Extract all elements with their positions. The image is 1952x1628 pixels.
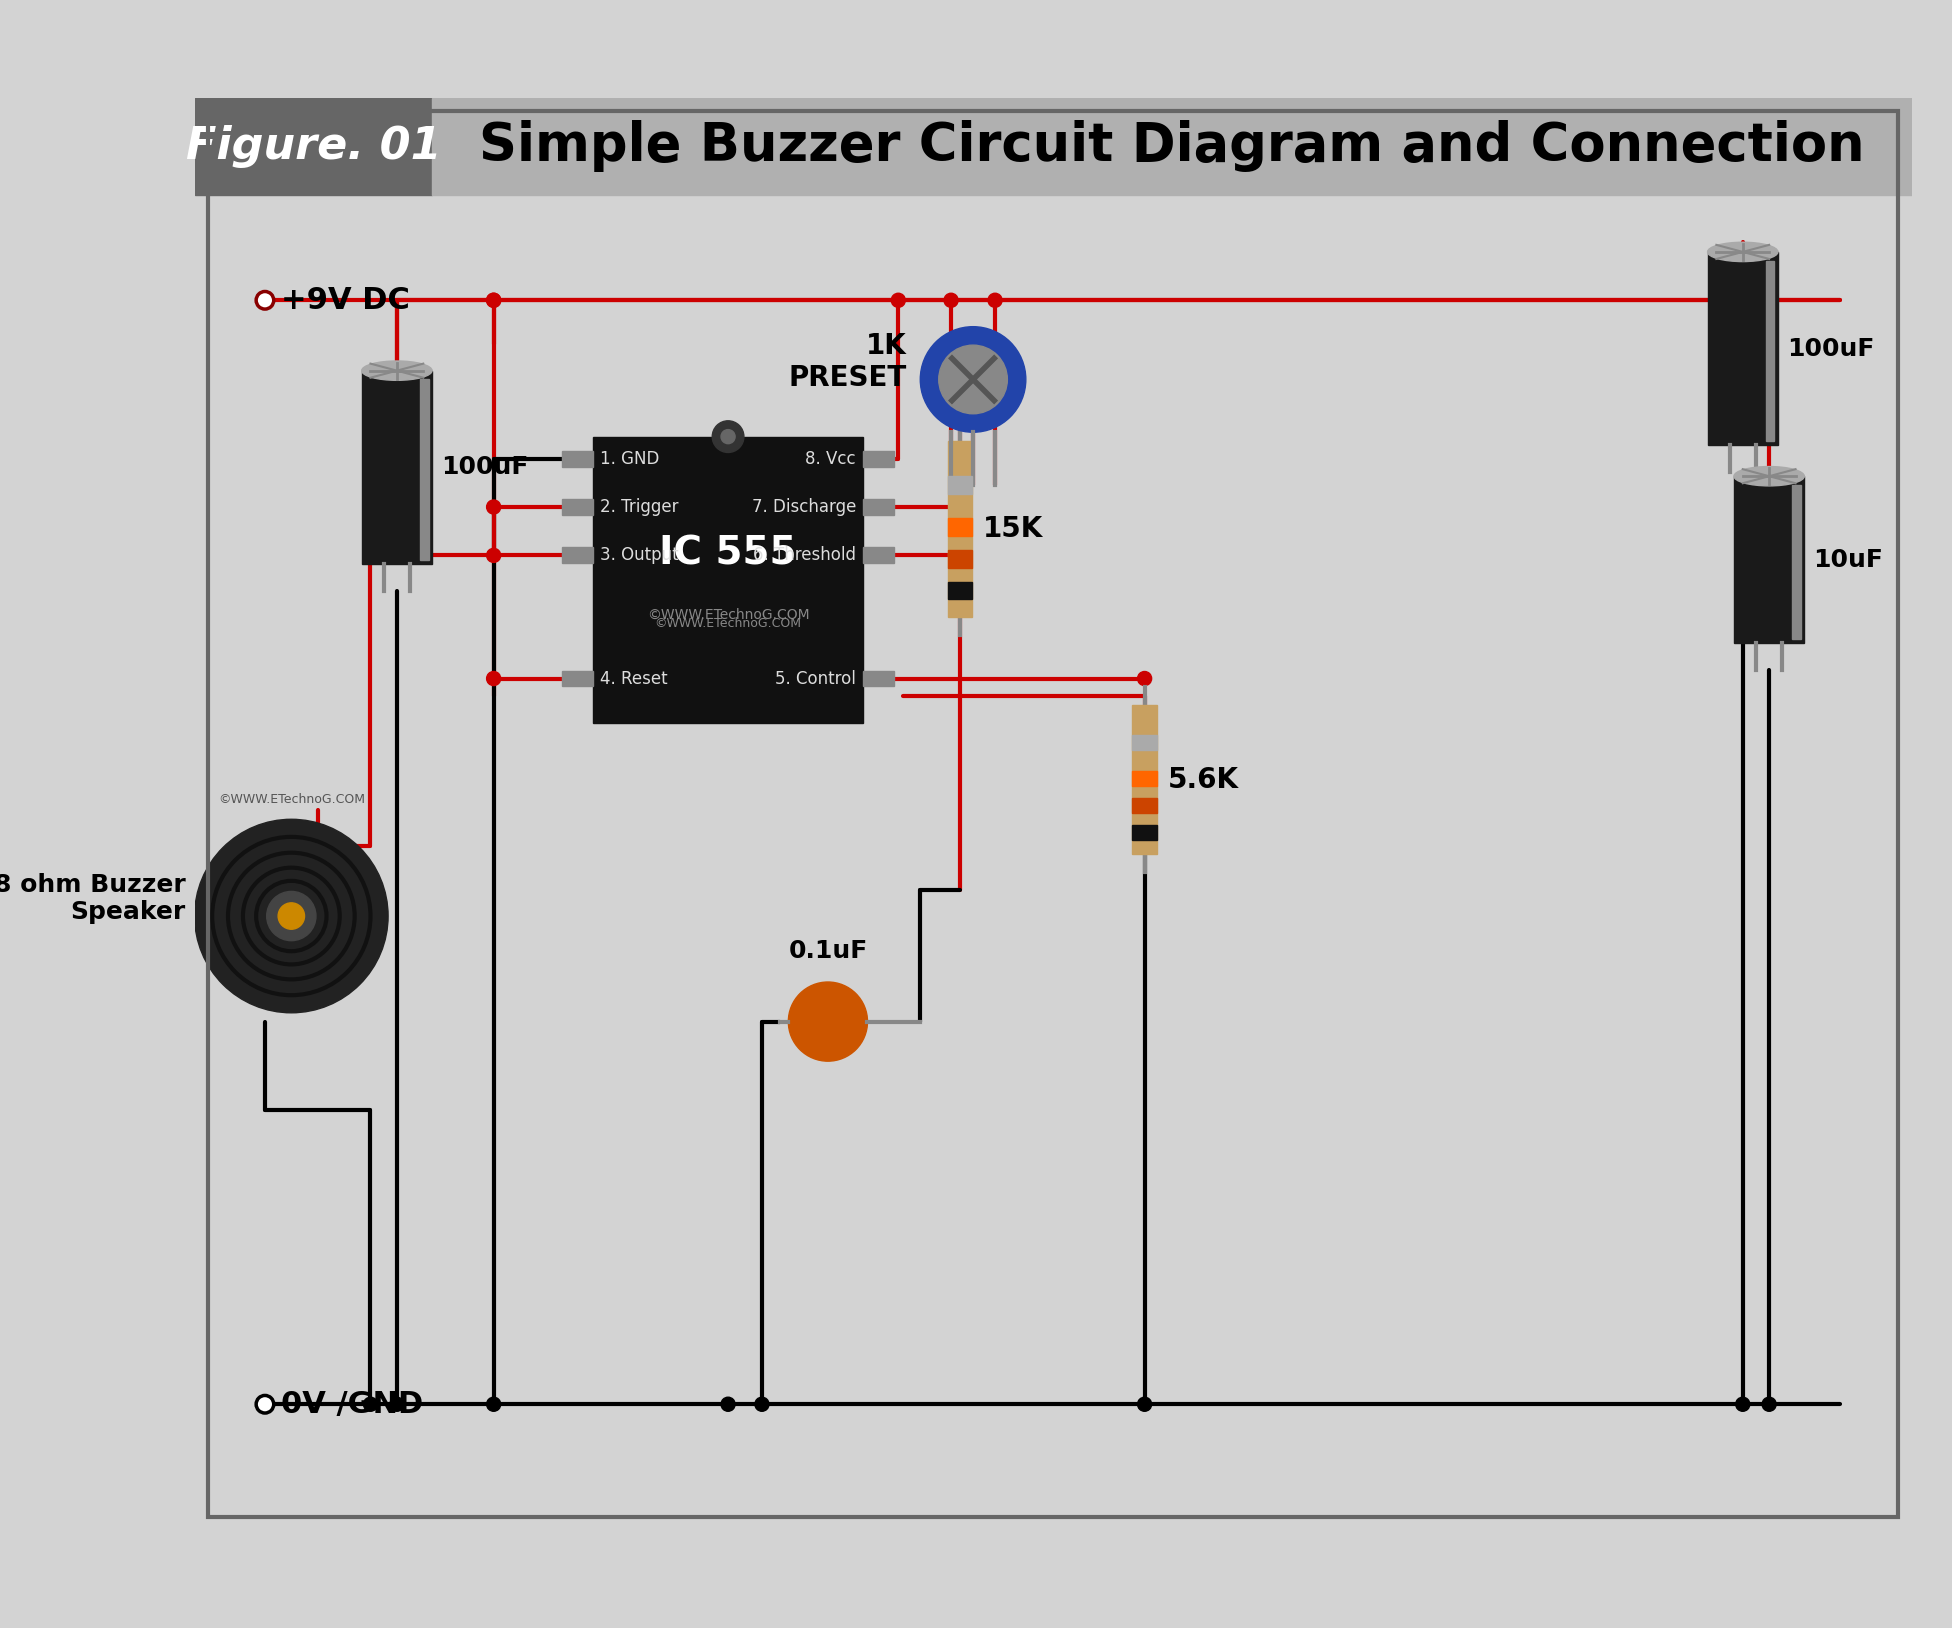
Bar [562, 671, 593, 687]
Text: 2. Trigger: 2. Trigger [599, 498, 679, 516]
Bar [1132, 705, 1158, 855]
Text: +9V DC: +9V DC [281, 287, 410, 314]
Circle shape [789, 982, 867, 1061]
Text: 100uF: 100uF [1786, 337, 1874, 361]
Circle shape [1138, 1397, 1152, 1411]
Circle shape [945, 293, 958, 308]
Text: ©WWW.ETechnoG.COM: ©WWW.ETechnoG.COM [219, 793, 365, 806]
Bar [562, 451, 593, 467]
Text: ©WWW.ETechnoG.COM: ©WWW.ETechnoG.COM [654, 617, 802, 630]
Bar [863, 547, 894, 563]
Bar [593, 436, 863, 723]
Text: 3. Output: 3. Output [599, 547, 679, 565]
Bar [361, 371, 431, 565]
Text: 1. GND: 1. GND [599, 449, 660, 467]
Circle shape [953, 500, 966, 514]
Circle shape [953, 549, 966, 562]
Circle shape [363, 1397, 377, 1411]
Circle shape [486, 500, 500, 514]
Bar [1733, 477, 1804, 643]
Circle shape [256, 1395, 273, 1413]
Text: Simple Buzzer Circuit Diagram and Connection: Simple Buzzer Circuit Diagram and Connec… [478, 120, 1864, 173]
Circle shape [277, 904, 305, 930]
Circle shape [712, 420, 744, 453]
Bar [1132, 824, 1158, 840]
Circle shape [892, 293, 906, 308]
Bar [863, 500, 894, 514]
Text: 5. Control: 5. Control [775, 669, 857, 687]
Text: ©WWW.ETechnoG.COM: ©WWW.ETechnoG.COM [646, 607, 810, 622]
Text: 10uF: 10uF [1813, 547, 1884, 571]
Bar [562, 547, 593, 563]
Text: 0V /GND: 0V /GND [281, 1390, 424, 1418]
Bar [1132, 770, 1158, 786]
Bar [1767, 260, 1774, 441]
Circle shape [988, 293, 1001, 308]
Circle shape [486, 671, 500, 685]
Bar [420, 379, 429, 560]
Text: 6. Threshold: 6. Threshold [753, 547, 857, 565]
Circle shape [486, 293, 500, 308]
Circle shape [919, 327, 1027, 431]
Text: 8. Vcc: 8. Vcc [806, 449, 857, 467]
Text: 15K: 15K [982, 514, 1042, 544]
Circle shape [939, 345, 1007, 414]
Bar [195, 98, 431, 195]
Bar [947, 477, 972, 493]
Text: 1K
PRESET: 1K PRESET [789, 332, 908, 392]
Circle shape [1763, 1397, 1776, 1411]
Text: 0.1uF: 0.1uF [789, 939, 867, 962]
Circle shape [195, 819, 388, 1013]
Text: 4. Reset: 4. Reset [599, 669, 668, 687]
Ellipse shape [1733, 467, 1804, 485]
Circle shape [720, 1397, 736, 1411]
Bar [863, 451, 894, 467]
Text: 7. Discharge: 7. Discharge [752, 498, 857, 516]
Ellipse shape [1708, 243, 1778, 262]
Bar [863, 671, 894, 687]
Text: IC 555: IC 555 [660, 534, 796, 571]
Bar [1708, 252, 1778, 446]
Circle shape [1735, 1397, 1749, 1411]
Circle shape [267, 892, 316, 941]
Ellipse shape [361, 361, 431, 381]
Bar [431, 98, 1911, 195]
Circle shape [1763, 293, 1776, 308]
Circle shape [486, 549, 500, 562]
Circle shape [1138, 671, 1152, 685]
Circle shape [486, 1397, 500, 1411]
Circle shape [256, 291, 273, 309]
Bar [947, 581, 972, 599]
Circle shape [1735, 293, 1749, 308]
Bar [1132, 734, 1158, 751]
Bar [562, 500, 593, 514]
Text: 8 ohm Buzzer
Speaker: 8 ohm Buzzer Speaker [0, 873, 185, 925]
Bar [1132, 798, 1158, 812]
Circle shape [486, 293, 500, 308]
Circle shape [720, 430, 736, 444]
Bar [947, 441, 972, 617]
Text: 5.6K: 5.6K [1167, 765, 1238, 794]
Bar [1792, 485, 1802, 638]
Bar [947, 550, 972, 568]
Circle shape [755, 1397, 769, 1411]
Text: 100uF: 100uF [441, 456, 529, 479]
Circle shape [390, 1397, 404, 1411]
Text: Figure. 01: Figure. 01 [185, 125, 441, 168]
Bar [947, 518, 972, 536]
